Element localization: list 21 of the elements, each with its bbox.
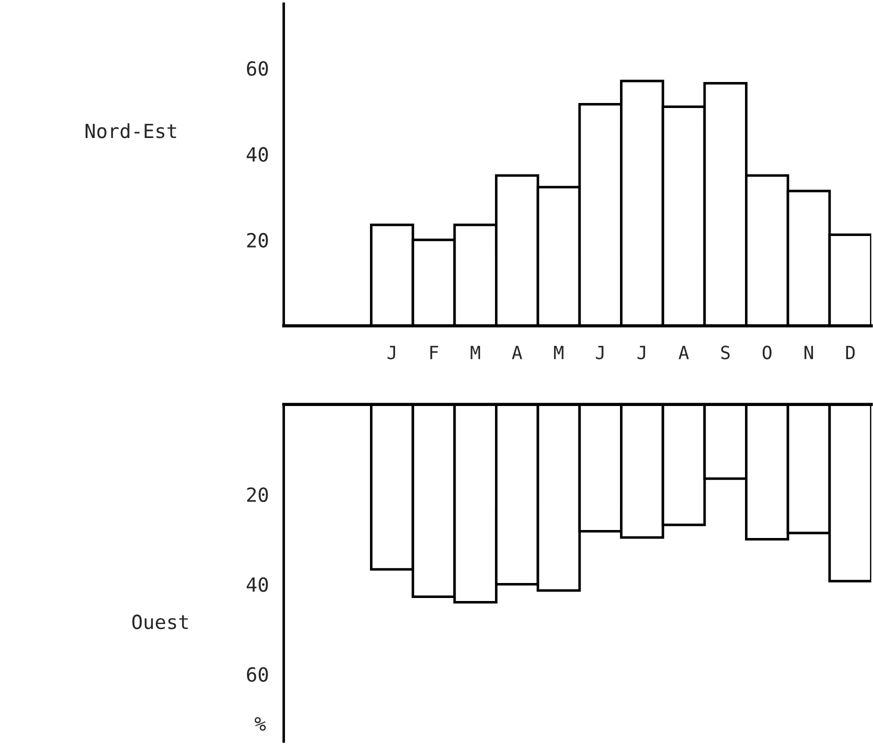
x-tick-label: J (596, 346, 604, 360)
x-tick-label: O (762, 346, 772, 360)
x-tick-label: D (846, 346, 855, 360)
x-tick-label: A (678, 346, 689, 360)
text: % (254, 717, 266, 731)
y-tick-label: 40 (246, 147, 268, 162)
x-tick-label: N (804, 346, 813, 360)
x-tick-label: F (430, 346, 438, 360)
x-tick-label: J (388, 346, 396, 360)
y-tick-label: 60 (246, 667, 268, 682)
y-tick-label: 40 (246, 577, 268, 592)
x-tick-label: A (512, 346, 522, 360)
y-axis-title: Ouest (132, 614, 188, 630)
x-tick-label: S (721, 346, 730, 360)
y-tick-label: 20 (247, 232, 268, 248)
x-tick-label: J (638, 346, 646, 360)
y-tick-label: 20 (247, 487, 268, 502)
x-tick-label: M (554, 346, 564, 360)
x-tick-label: M (470, 346, 480, 360)
y-axis-title: Nord-Est (86, 123, 176, 138)
y-tick-label: 60 (246, 61, 268, 76)
